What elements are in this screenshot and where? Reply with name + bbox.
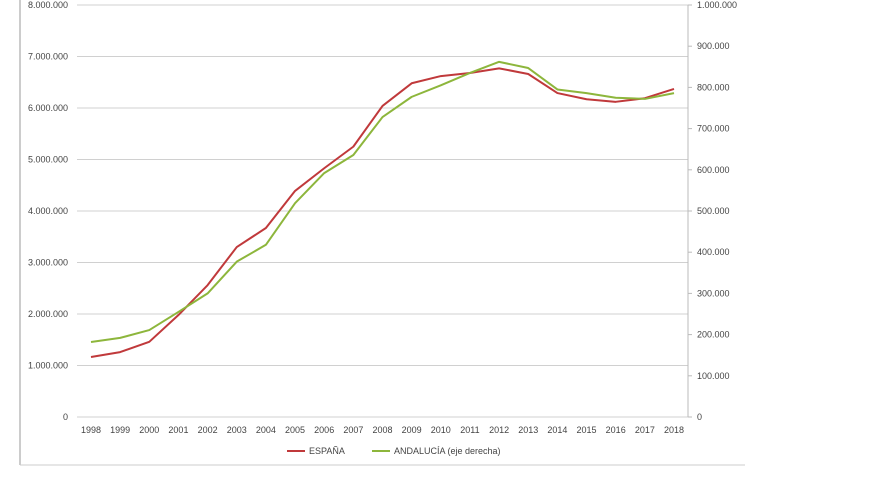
- y-left-tick-label: 3.000.000: [28, 258, 68, 268]
- y-left-tick-label: 5.000.000: [28, 155, 68, 165]
- y-left-tick-label: 0: [63, 412, 68, 422]
- y-right-tick-label: 700.000: [697, 124, 730, 134]
- y-right-tick-label: 900.000: [697, 41, 730, 51]
- x-tick-label: 2006: [314, 425, 334, 435]
- y-right-tick-label: 1.000.000: [697, 0, 737, 10]
- legend-label: ESPAÑA: [309, 446, 345, 456]
- y-right-tick-label: 200.000: [697, 330, 730, 340]
- y-left-tick-label: 7.000.000: [28, 52, 68, 62]
- x-tick-label: 2008: [372, 425, 392, 435]
- series-line-andalucia: [90, 60, 675, 344]
- x-tick-label: 2003: [227, 425, 247, 435]
- y-right-tick-label: 800.000: [697, 82, 730, 92]
- y-right-tick-label: 500.000: [697, 206, 730, 216]
- x-tick-label: 1999: [110, 425, 130, 435]
- x-tick-label: 2009: [402, 425, 422, 435]
- y-left-tick-label: 8.000.000: [28, 0, 68, 10]
- legend-label: ANDALUCÍA (eje derecha): [394, 446, 501, 456]
- x-tick-label: 2000: [139, 425, 159, 435]
- x-tick-label: 2002: [198, 425, 218, 435]
- y-right-tick-label: 100.000: [697, 371, 730, 381]
- x-tick-label: 2016: [606, 425, 626, 435]
- x-tick-label: 2013: [518, 425, 538, 435]
- x-tick-label: 2012: [489, 425, 509, 435]
- y-right-tick-label: 0: [697, 412, 702, 422]
- y-right-tick-label: 300.000: [697, 288, 730, 298]
- x-tick-label: 1998: [81, 425, 101, 435]
- y-left-tick-label: 4.000.000: [28, 206, 68, 216]
- x-tick-label: 2018: [664, 425, 684, 435]
- x-tick-label: 2001: [168, 425, 188, 435]
- x-tick-label: 2011: [460, 425, 479, 435]
- x-tick-label: 2007: [343, 425, 363, 435]
- y-left-tick-label: 6.000.000: [28, 103, 68, 113]
- x-tick-label: 2017: [635, 425, 655, 435]
- y-left-tick-label: 1.000.000: [28, 361, 68, 371]
- y-left-tick-label: 2.000.000: [28, 309, 68, 319]
- x-tick-label: 2004: [256, 425, 276, 435]
- y-right-tick-label: 600.000: [697, 165, 730, 175]
- x-tick-label: 2005: [285, 425, 305, 435]
- x-tick-label: 2010: [431, 425, 451, 435]
- y-right-tick-label: 400.000: [697, 247, 730, 257]
- x-tick-label: 2014: [547, 425, 567, 435]
- x-tick-label: 2015: [577, 425, 597, 435]
